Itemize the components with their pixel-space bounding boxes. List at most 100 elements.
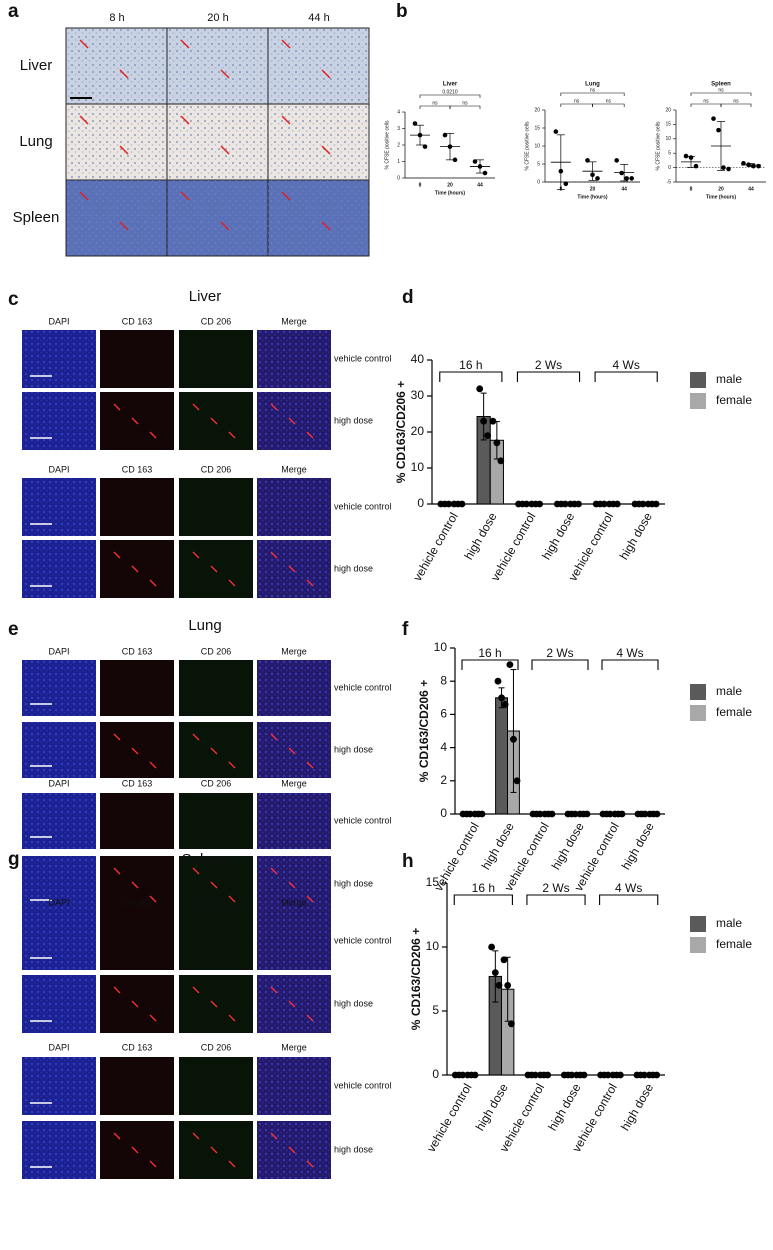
y-tick-label: -5 xyxy=(667,179,672,185)
arrow xyxy=(306,1160,314,1168)
arrow xyxy=(131,881,139,889)
arrow xyxy=(270,986,278,994)
y-tick-label: 0 xyxy=(537,179,540,185)
arrow xyxy=(228,895,236,903)
micrograph-texture xyxy=(22,793,96,849)
micrograph-texture xyxy=(22,330,96,388)
data-point xyxy=(726,166,731,172)
data-point xyxy=(563,181,569,187)
arrow xyxy=(113,551,121,559)
group-bracket xyxy=(599,894,659,905)
data-point xyxy=(600,500,608,508)
arrow xyxy=(210,1146,218,1154)
legend-label: female xyxy=(716,937,752,951)
panel-label: g xyxy=(8,849,20,870)
panel-label: d xyxy=(402,287,414,308)
arrow xyxy=(119,221,129,231)
micrograph xyxy=(100,856,174,912)
column-header: CD 163 xyxy=(122,1042,153,1052)
data-point xyxy=(561,500,569,508)
arrow xyxy=(281,115,291,125)
y-axis-label: % CFSE positive cells xyxy=(524,121,530,170)
data-point xyxy=(478,810,486,818)
significance-bracket xyxy=(690,92,752,96)
micrograph-texture xyxy=(257,722,331,778)
micrograph-texture xyxy=(66,180,167,256)
data-point xyxy=(494,677,502,685)
arrow xyxy=(192,986,200,994)
y-axis-label: % CD163/CD206 + xyxy=(394,381,408,483)
group-bracket xyxy=(439,371,503,382)
arrow xyxy=(321,221,331,231)
column-header: CD 206 xyxy=(201,316,232,326)
data-point xyxy=(553,129,559,134)
data-point xyxy=(466,810,474,818)
column-header: DAPI xyxy=(48,778,69,788)
significance-bracket xyxy=(560,103,593,107)
row-label: Spleen xyxy=(13,209,60,226)
data-point xyxy=(613,500,621,508)
significance-label: ns xyxy=(733,98,739,104)
column-header: CD 206 xyxy=(201,778,232,788)
arrow xyxy=(210,747,218,755)
data-point xyxy=(422,144,428,149)
data-point xyxy=(412,121,418,126)
y-tick-label: 30 xyxy=(411,388,425,402)
x-tick-label: high dose xyxy=(618,1081,656,1133)
arrow xyxy=(321,145,331,155)
x-tick-label: 8 xyxy=(690,186,693,192)
panel-label: e xyxy=(8,619,19,640)
y-tick-label: 5 xyxy=(432,1003,439,1017)
data-point xyxy=(544,1071,552,1079)
arrow xyxy=(281,191,291,201)
data-point xyxy=(480,417,488,425)
arrow xyxy=(131,747,139,755)
micrograph xyxy=(179,330,253,388)
data-point xyxy=(568,1071,576,1079)
data-point xyxy=(653,810,661,818)
y-tick-label: 0 xyxy=(668,165,671,171)
data-point xyxy=(482,170,488,176)
micrograph-texture xyxy=(257,912,331,970)
micrograph-texture xyxy=(257,793,331,849)
column-header: DAPI xyxy=(48,646,69,656)
y-axis-label: % CFSE positive cells xyxy=(384,120,390,169)
data-point xyxy=(653,1071,661,1079)
arrow xyxy=(270,403,278,411)
x-tick-label: high dose xyxy=(539,510,577,562)
y-tick-label: 2 xyxy=(440,773,447,787)
arrow xyxy=(119,69,129,79)
data-point xyxy=(693,163,699,169)
micrograph xyxy=(179,975,253,1033)
x-axis-label: Time (hours) xyxy=(435,190,466,196)
x-tick-label: high dose xyxy=(473,1081,511,1133)
arrow xyxy=(228,1160,236,1168)
arrow xyxy=(270,551,278,559)
micrograph-texture xyxy=(257,478,331,536)
data-point xyxy=(575,500,582,508)
arrow xyxy=(113,733,121,741)
column-header: CD 206 xyxy=(201,464,232,474)
arrow xyxy=(270,733,278,741)
row-label: high dose xyxy=(334,998,373,1008)
group-label: 4 Ws xyxy=(616,646,643,660)
arrow xyxy=(79,191,89,201)
arrow xyxy=(119,145,129,155)
micrograph-texture xyxy=(22,912,96,970)
group-label: 4 Ws xyxy=(615,881,642,895)
data-point xyxy=(583,810,591,818)
data-point xyxy=(711,116,716,121)
arrow xyxy=(288,1146,296,1154)
column-header: Merge xyxy=(281,778,307,788)
arrow xyxy=(288,417,296,425)
data-point xyxy=(458,500,466,508)
panel-label: h xyxy=(402,851,414,872)
panel-title: Lung xyxy=(188,617,221,634)
significance-bracket xyxy=(720,103,752,107)
arrow xyxy=(192,867,200,875)
data-point xyxy=(571,810,579,818)
data-point xyxy=(472,159,478,164)
column-header: DAPI xyxy=(48,316,69,326)
row-label: vehicle control xyxy=(334,935,392,945)
data-point xyxy=(640,1071,648,1079)
